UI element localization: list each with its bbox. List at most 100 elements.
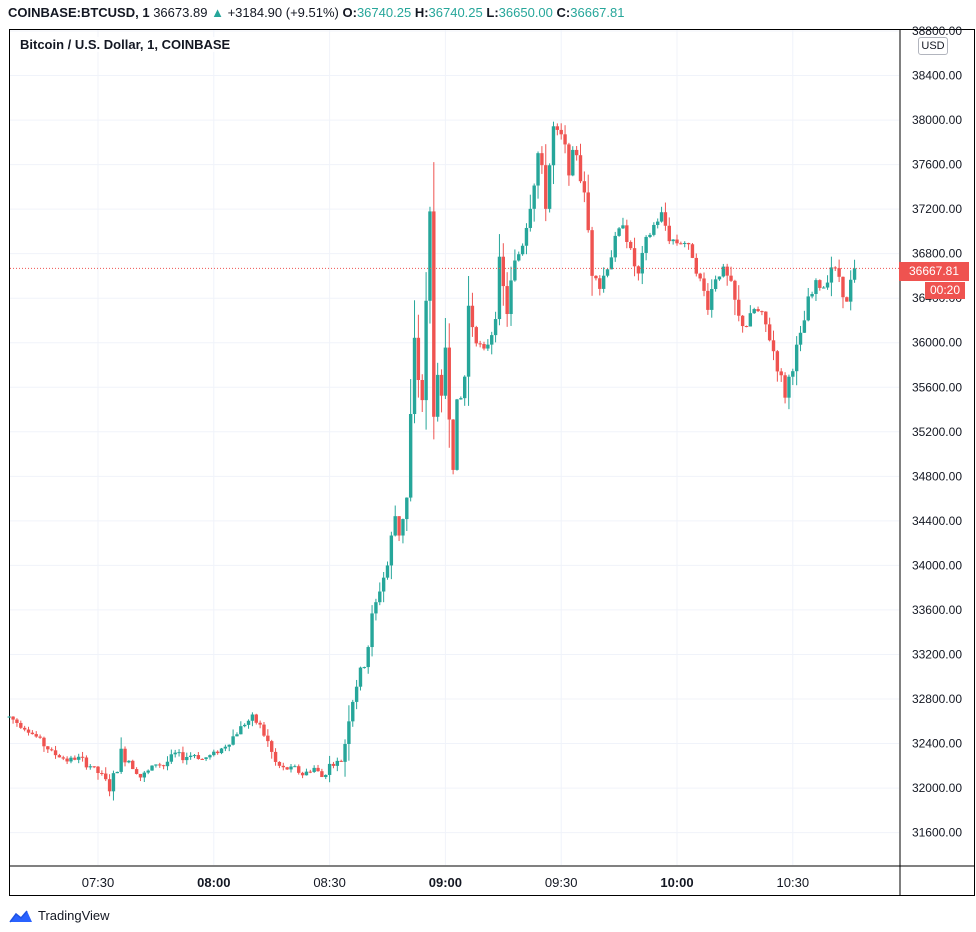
candle-up [343,744,347,762]
candle-up [246,720,251,725]
candle-down [92,766,96,768]
x-tick-label: 09:00 [429,875,462,890]
close-label: C: [556,5,571,20]
candles [7,121,857,801]
candle-up [219,748,224,754]
candle-down [667,225,671,242]
candle-up [532,185,536,209]
symbol-label[interactable]: COINBASE:BTCUSD, 1 [8,5,150,20]
time-axis[interactable]: 07:30 08:00 08:30 09:00 09:30 10:00 10:30 [82,875,809,890]
candle-down [285,767,289,770]
candle-up [509,280,513,315]
candle-down [416,337,421,380]
candle-down [702,278,706,291]
price-axis[interactable]: 38800.00 38400.00 38000.00 37600.00 37200.00… [912,24,962,840]
y-tick-label: 38000.00 [912,113,962,127]
candle-down [698,273,702,279]
candle-down [131,760,135,770]
y-tick-label: 33200.00 [912,647,962,661]
candle-up [154,764,158,766]
candle-up [825,282,830,288]
candle-up [142,772,147,778]
candle-down [574,149,579,156]
candle-down [30,732,35,735]
y-tick-label: 38800.00 [912,24,962,38]
candle-up [412,337,417,415]
x-tick-label: 09:30 [545,875,578,890]
y-tick-label: 35200.00 [912,425,962,439]
last-price-tag: 36667.81 [899,262,969,281]
candle-up [656,221,660,225]
currency-badge[interactable]: USD [918,37,948,55]
candle-up [683,242,687,244]
candle-down [474,327,478,344]
candle-down [161,765,166,767]
candle-down [181,752,185,761]
candle-up [459,398,463,400]
candle-up [644,236,648,253]
candle-down [555,126,560,130]
x-tick-label: 10:00 [660,875,693,890]
candle-down [397,516,401,536]
candle-down [273,751,278,762]
candle-down [420,379,424,401]
candle-down [594,275,598,279]
candle-up [551,126,556,166]
candle-down [270,741,274,752]
candle-down [22,727,27,730]
candle-up [304,771,309,776]
candle-down [38,736,42,738]
candle-up [204,757,208,760]
candle-up [223,746,228,749]
candle-down [316,767,320,772]
candle-up [208,755,212,758]
candle-down [254,714,258,723]
candle-up [77,756,81,760]
candle-up [617,228,621,236]
candle-down [432,211,436,417]
candle-down [15,719,19,723]
candle-up [362,667,367,669]
candle-up [605,269,610,276]
candle-up [327,763,332,775]
candle-up [802,320,807,333]
candle-down [771,340,776,352]
candle-down [266,735,270,742]
candle-up [794,344,799,372]
candle-down [34,734,38,737]
tradingview-logo[interactable]: TradingView [8,906,110,926]
candle-down [725,266,729,276]
candle-up [528,208,533,228]
candle-down [841,276,845,298]
candle-up [324,774,328,778]
y-tick-label: 31600.00 [912,826,962,840]
candle-down [134,769,139,774]
y-tick-label: 32000.00 [912,781,962,795]
candle-down [11,716,15,720]
y-tick-label: 33600.00 [912,603,962,617]
candle-down [775,351,780,372]
candle-down [262,724,266,736]
candle-up [609,257,614,270]
candle-down [675,239,679,244]
tradingview-brand: TradingView [38,908,110,923]
high-label: H: [414,5,429,20]
candle-down [107,779,112,792]
candle-down [447,347,451,420]
candle-down [563,134,567,145]
candle-up [358,667,363,687]
symbol-header: COINBASE:BTCUSD, 1 36673.89 ▲ +3184.90 (… [8,3,624,23]
candle-down [694,257,698,274]
candle-up [378,591,382,603]
candle-up [173,752,177,755]
candle-down [478,343,482,345]
candle-up [443,347,448,396]
candle-up [111,773,116,792]
candle-down [73,757,77,760]
candle-up [188,755,193,757]
candle-down [686,242,691,245]
candle-up [710,289,714,310]
chart-pane[interactable] [9,29,975,896]
candle-up [150,765,154,771]
